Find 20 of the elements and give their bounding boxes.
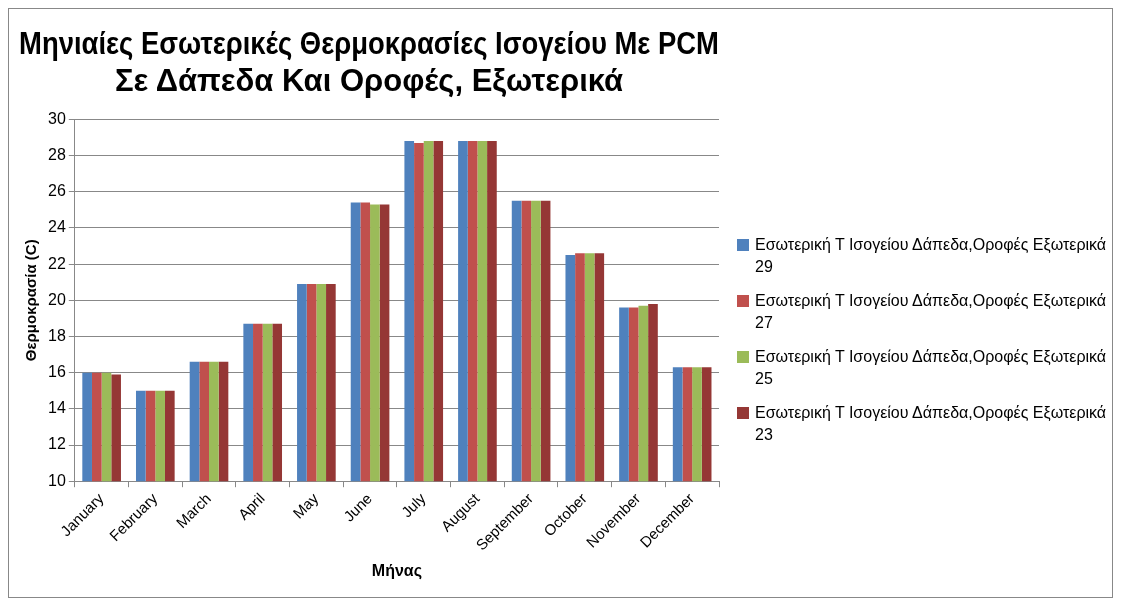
legend-label: Εσωτερική Τ Ισογείου Δάπεδα,Οροφές Εξωτερικά 29	[755, 235, 1107, 277]
y-tick-label: 20	[48, 290, 66, 308]
x-tick-label: July	[397, 489, 430, 521]
y-tick-label: 16	[48, 363, 66, 381]
chart-title: Μηνιαίες Εσωτερικές Θερμοκρασίες Ισογείου Με PCM Σε Δάπεδα Και Οροφές, Εξωτερικά	[19, 26, 719, 99]
legend-label: Εσωτερική Τ Ισογείου Δάπεδα,Οροφές Εξωτερικά 23	[755, 403, 1107, 445]
y-tick-label: 24	[48, 218, 66, 236]
x-axis-title: Μήνας	[371, 561, 422, 580]
y-tick-label: 12	[48, 435, 66, 453]
legend-label: Εσωτερική Τ Ισογείου Δάπεδα,Οροφές Εξωτερικά 27	[755, 291, 1107, 333]
legend-label: Εσωτερική Τ Ισογείου Δάπεδα,Οροφές Εξωτερικά 25	[755, 347, 1107, 389]
y-tick-label: 14	[48, 399, 66, 417]
y-tick-label: 30	[48, 109, 66, 127]
y-tick-label: 28	[48, 145, 66, 163]
y-tick-label: 18	[48, 326, 66, 344]
y-tick-label: 22	[48, 254, 66, 272]
y-tick-label: 26	[48, 182, 66, 200]
y-tick-label: 10	[48, 471, 66, 489]
x-tick-label: May	[289, 489, 322, 522]
y-axis-title: Θερμοκρασία (C)	[22, 239, 40, 362]
